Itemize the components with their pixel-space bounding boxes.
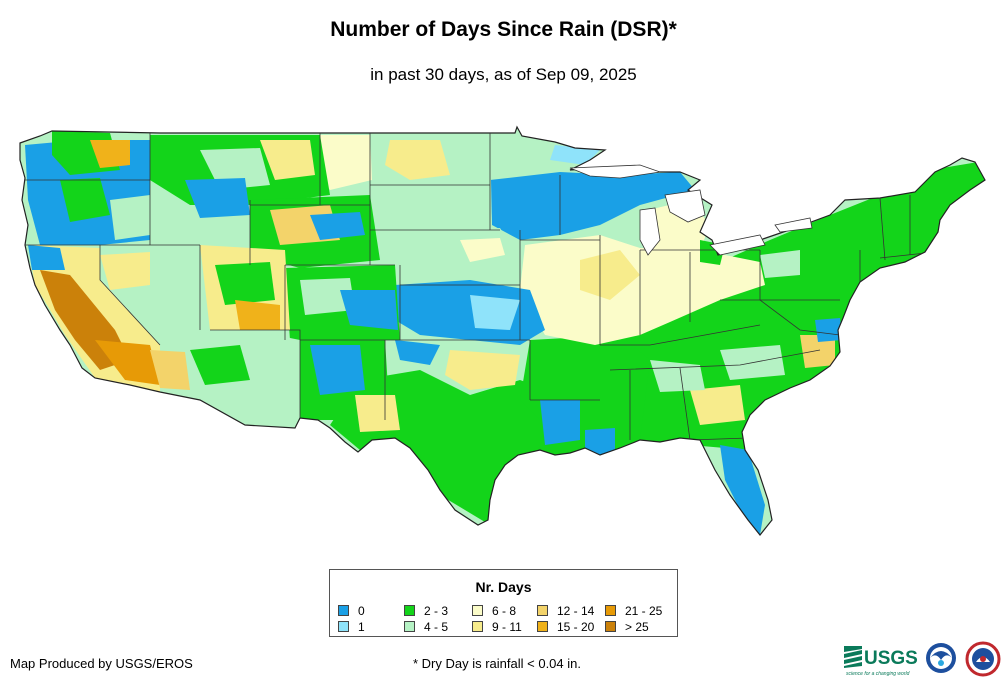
credit-text: Map Produced by USGS/EROS: [10, 656, 193, 671]
legend-swatch: [605, 605, 616, 616]
footnote-text: * Dry Day is rainfall < 0.04 in.: [413, 656, 581, 671]
legend-swatch: [537, 621, 548, 632]
legend: Nr. Days 0 1 2 - 3 4 - 5 6 - 8 9 - 11 12…: [329, 569, 678, 637]
legend-label: 4 - 5: [424, 620, 449, 634]
legend-item-7: 15 - 20: [537, 621, 594, 633]
legend-label: 21 - 25: [625, 604, 663, 618]
legend-label: 15 - 20: [557, 620, 595, 634]
legend-swatch: [338, 605, 349, 616]
legend-label: 2 - 3: [424, 604, 449, 618]
legend-swatch: [605, 621, 616, 632]
usgs-logo: USGS science for a changing world: [844, 641, 1001, 677]
legend-item-4: 6 - 8: [472, 605, 516, 617]
legend-item-1: 1: [338, 621, 365, 633]
legend-label: > 25: [625, 620, 649, 634]
legend-item-5: 9 - 11: [472, 621, 522, 633]
noaa-logo-icon: [926, 643, 956, 673]
legend-title: Nr. Days: [475, 579, 532, 595]
legend-label: 1: [358, 620, 365, 634]
usgs-tagline: science for a changing world: [846, 671, 910, 677]
legend-swatch: [338, 621, 349, 632]
legend-swatch: [537, 605, 548, 616]
map-title: Number of Days Since Rain (DSR)*: [330, 18, 677, 41]
legend-item-2: 2 - 3: [404, 605, 448, 617]
legend-item-8: 21 - 25: [605, 605, 662, 617]
legend-label: 6 - 8: [492, 604, 517, 618]
legend-swatch: [472, 605, 483, 616]
legend-label: 9 - 11: [492, 620, 522, 634]
agency-logos: USGS science for a changing world: [842, 640, 1007, 680]
legend-swatch: [404, 621, 415, 632]
map-subtitle: in past 30 days, as of Sep 09, 2025: [370, 65, 637, 84]
legend-swatch: [404, 605, 415, 616]
legend-swatch: [472, 621, 483, 632]
legend-item-3: 4 - 5: [404, 621, 448, 633]
nws-logo-icon: [965, 641, 1001, 677]
legend-item-6: 12 - 14: [537, 605, 594, 617]
usgs-logo-text: USGS: [864, 648, 918, 669]
legend-label: 12 - 14: [557, 604, 595, 618]
legend-item-9: > 25: [605, 621, 649, 633]
legend-item-0: 0: [338, 605, 365, 617]
legend-label: 0: [358, 604, 365, 618]
